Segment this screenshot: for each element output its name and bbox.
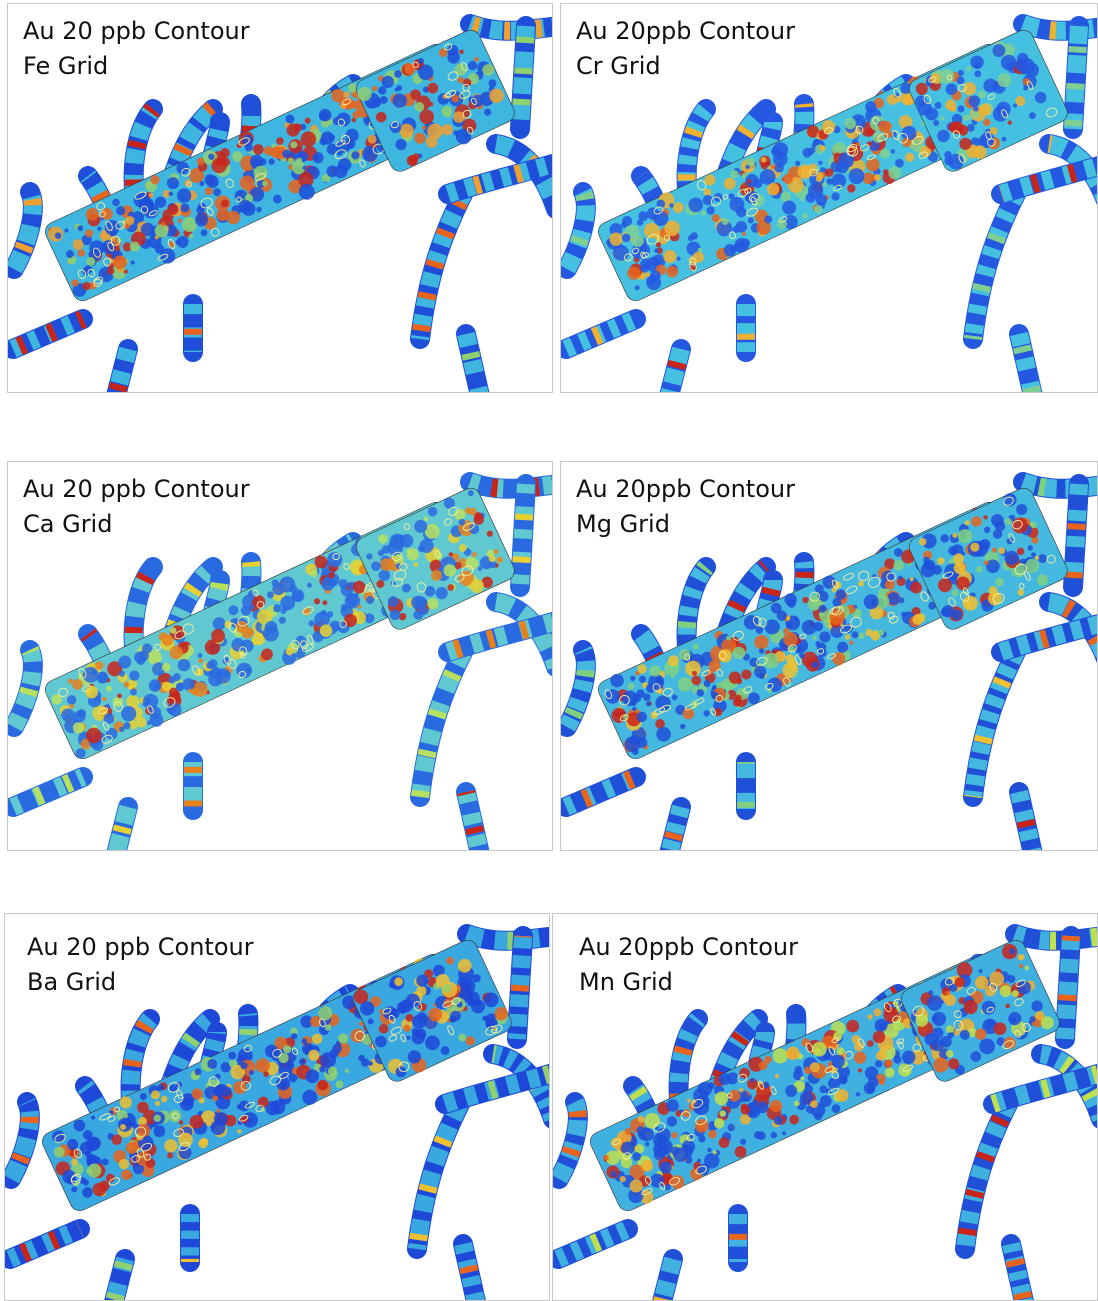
map-panel: Au 20 ppb ContourBa Grid bbox=[4, 913, 550, 1301]
caption-line: Mn Grid bbox=[579, 965, 798, 1000]
caption-line: Fe Grid bbox=[23, 49, 250, 84]
caption-line: Au 20 ppb Contour bbox=[23, 472, 250, 507]
caption: Au 20 ppb ContourFe Grid bbox=[23, 14, 250, 84]
map-panel: Au 20ppb ContourMn Grid bbox=[552, 913, 1098, 1301]
caption: Au 20 ppb ContourBa Grid bbox=[27, 930, 254, 1000]
traverse bbox=[420, 652, 463, 797]
map-panel: Au 20 ppb ContourFe Grid bbox=[7, 3, 553, 393]
map-panel: Au 20 ppb ContourCa Grid bbox=[7, 461, 553, 851]
caption: Au 20 ppb ContourCa Grid bbox=[23, 472, 250, 542]
map-panel: Au 20ppb ContourMg Grid bbox=[560, 461, 1098, 851]
caption: Au 20ppb ContourMn Grid bbox=[579, 930, 798, 1000]
caption-line: Cr Grid bbox=[576, 49, 795, 84]
traverse bbox=[470, 482, 553, 489]
caption-line: Mg Grid bbox=[576, 507, 795, 542]
caption-line: Au 20 ppb Contour bbox=[27, 930, 254, 965]
page: Au 20 ppb ContourFe Grid Au 20ppb Contou… bbox=[0, 0, 1098, 1301]
traverse-band bbox=[669, 807, 681, 851]
caption-line: Ba Grid bbox=[27, 965, 254, 1000]
caption-line: Au 20ppb Contour bbox=[579, 930, 798, 965]
traverse bbox=[1015, 934, 1098, 941]
map-panel: Au 20ppb ContourCr Grid bbox=[560, 3, 1098, 393]
caption: Au 20ppb ContourCr Grid bbox=[576, 14, 795, 84]
traverse bbox=[13, 777, 83, 807]
caption: Au 20ppb ContourMg Grid bbox=[576, 472, 795, 542]
caption-line: Au 20ppb Contour bbox=[576, 472, 795, 507]
caption-line: Au 20ppb Contour bbox=[576, 14, 795, 49]
caption-line: Au 20 ppb Contour bbox=[23, 14, 250, 49]
caption-line: Ca Grid bbox=[23, 507, 250, 542]
